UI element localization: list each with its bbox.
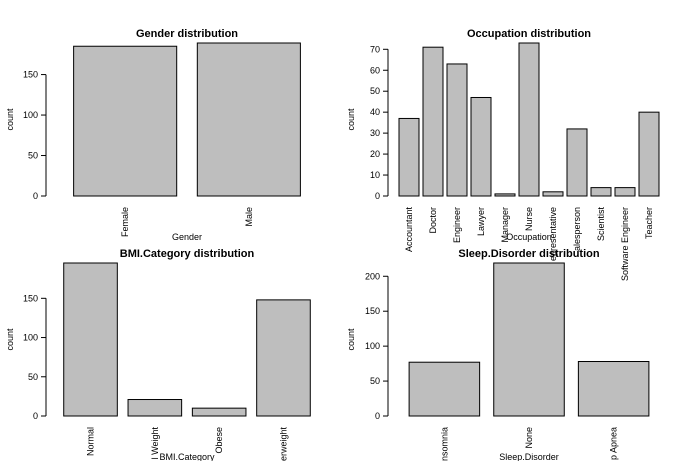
chart-title: Sleep.Disorder distribution (458, 248, 599, 260)
chart-panel-3: BMI.Category distribution Normal l Weight O… (5, 248, 311, 461)
y-tick-label: 100 (23, 110, 38, 120)
bar-insomnia (408, 361, 481, 417)
y-tick-label: 70 (370, 44, 380, 54)
bar-overweight (256, 299, 311, 417)
y-axis-label: count (5, 328, 15, 351)
y-tick-label: 200 (365, 271, 380, 281)
x-tick-label: alesperson (572, 207, 582, 251)
bar-accountant (398, 117, 420, 197)
y-tick-label: 50 (370, 86, 380, 96)
chart-panel-2: Occupation distribution Accountant Doctor E… (346, 28, 660, 281)
x-axis-label: BMI.Category (159, 452, 215, 461)
x-axis-label: Gender (172, 232, 202, 242)
y-tick-label: 100 (23, 333, 38, 343)
bar-normal-weight (127, 399, 183, 417)
bar-normal (63, 262, 118, 417)
chart-title: BMI.Category distribution (120, 248, 255, 260)
y-tick-label: 50 (370, 376, 380, 386)
x-tick-label: Normal (86, 427, 96, 456)
bar-male (196, 42, 301, 197)
x-tick-label: Teacher (644, 207, 654, 239)
y-tick-label: 0 (33, 191, 38, 201)
y-tick-label: 20 (370, 149, 380, 159)
bar-engineer (446, 63, 468, 197)
bar-lawyer (470, 96, 492, 197)
y-tick-label: 150 (23, 293, 38, 303)
chart-title: Occupation distribution (467, 28, 591, 40)
x-tick-label: erweight (278, 427, 288, 461)
x-tick-label: Male (244, 207, 254, 227)
x-tick-label: Engineer (452, 207, 462, 243)
x-tick-label: None (524, 427, 534, 449)
y-tick-label: 60 (370, 65, 380, 75)
y-axis-label: count (346, 108, 356, 131)
x-tick-label: l Weight (150, 427, 160, 460)
bar-female (73, 45, 178, 197)
bar-sleep-apnea (577, 361, 650, 417)
bar-scientist (590, 187, 612, 197)
x-axis-label: Occupation (506, 232, 552, 242)
y-tick-label: 150 (23, 70, 38, 80)
y-tick-label: 0 (33, 411, 38, 421)
bar-sales-representative (542, 191, 564, 197)
bar-manager (494, 193, 516, 197)
x-axis-label: Sleep.Disorder (499, 452, 559, 461)
x-tick-label: Nurse (524, 207, 534, 231)
chart-title: Gender distribution (136, 28, 238, 40)
bar-obese (191, 407, 247, 417)
y-tick-label: 50 (28, 151, 38, 161)
x-tick-label: Scientist (596, 207, 606, 242)
y-tick-label: 30 (370, 128, 380, 138)
bar-nurse (518, 42, 540, 197)
x-tick-label: Manager (500, 207, 510, 243)
y-axis-label: count (346, 328, 356, 351)
x-tick-label: Lawyer (476, 207, 486, 236)
bar-salesperson (566, 128, 588, 197)
y-tick-label: 0 (375, 191, 380, 201)
y-tick-label: 40 (370, 107, 380, 117)
bar-none (493, 262, 565, 417)
bar-teacher (638, 111, 660, 197)
y-tick-label: 100 (365, 341, 380, 351)
bar-software-engineer (614, 187, 636, 197)
y-tick-label: 10 (370, 170, 380, 180)
x-tick-label: Accountant (404, 207, 414, 253)
x-tick-label: p Apnea (609, 427, 619, 460)
x-tick-label: nsomnia (439, 427, 449, 461)
x-tick-label: Software Engineer (620, 207, 630, 281)
y-tick-label: 0 (375, 411, 380, 421)
x-tick-label: epresentative (548, 207, 558, 261)
x-tick-label: Female (120, 207, 130, 237)
x-tick-label: Obese (214, 427, 224, 454)
y-tick-label: 50 (28, 372, 38, 382)
y-tick-label: 150 (365, 306, 380, 316)
chart-panel-1: Gender distribution Female Male 0 50 100 150 co… (5, 28, 301, 242)
chart-panel-4: Sleep.Disorder distribution nsomnia None p … (346, 248, 650, 461)
y-axis-label: count (5, 108, 15, 131)
x-tick-label: Doctor (428, 207, 438, 234)
bar-doctor (422, 46, 444, 197)
